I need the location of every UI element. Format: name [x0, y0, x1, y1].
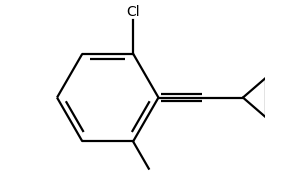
Text: Cl: Cl — [126, 5, 140, 19]
